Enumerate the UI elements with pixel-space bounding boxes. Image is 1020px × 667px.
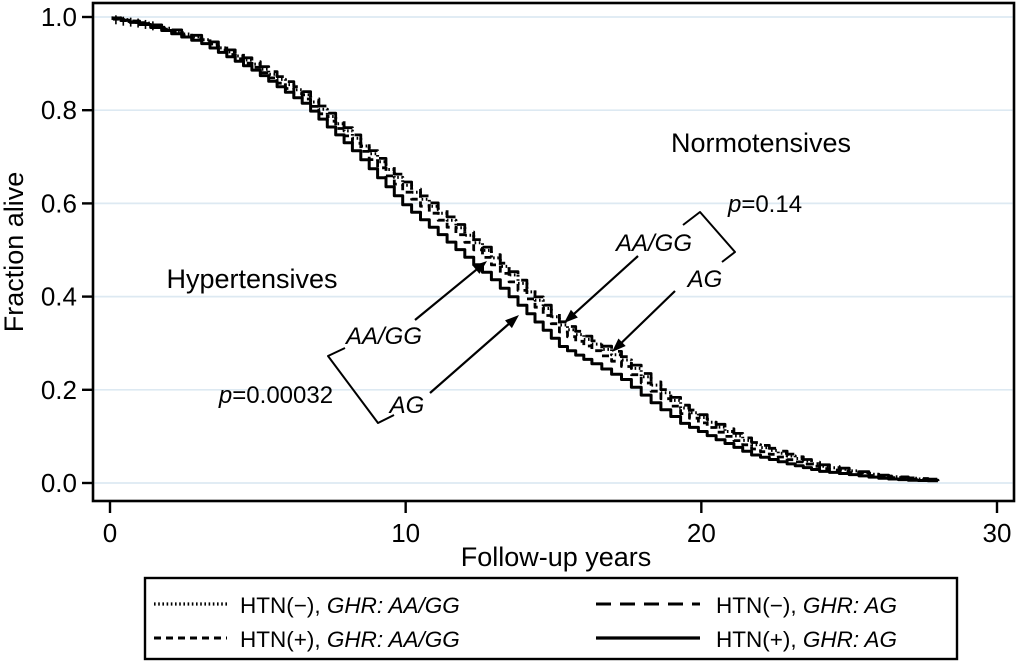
curve-htn-pos-ag xyxy=(111,16,940,483)
curve-htn-pos-aagg xyxy=(111,17,940,482)
y-tick-label: 0.6 xyxy=(41,188,77,218)
arrow-head xyxy=(564,309,578,323)
genotype-aagg-hypertensives: AA/GG xyxy=(344,323,422,350)
y-tick-label: 0.8 xyxy=(41,95,77,125)
genotype-ag-hypertensives: AG xyxy=(388,392,425,419)
curve-htn-neg-aagg xyxy=(111,16,940,482)
arrow-head xyxy=(505,315,519,329)
plot-frame xyxy=(91,1,1016,503)
legend-label-htn-pos-ag: HTN(+), GHR: AG xyxy=(716,627,897,652)
legend-label-htn-pos-aagg: HTN(+), GHR: AA/GG xyxy=(240,627,460,652)
arrow-normotensives-aagg xyxy=(564,255,639,323)
x-tick-label: 20 xyxy=(687,518,716,548)
normotensives-label: Normotensives xyxy=(671,128,851,158)
legend-label-htn-neg-aagg: HTN(−), GHR: AA/GG xyxy=(240,593,460,618)
y-tick-label: 0.0 xyxy=(41,468,77,498)
y-tick-label: 0.2 xyxy=(41,375,77,405)
bracket-normotensives xyxy=(682,211,736,263)
arrow-hypertensives-aagg xyxy=(414,261,487,321)
arrow-head xyxy=(612,338,626,352)
y-tick-label: 1.0 xyxy=(41,2,77,32)
genotype-aagg-normotensives: AA/GG xyxy=(614,230,692,257)
arrow-head xyxy=(472,261,487,274)
arrow-shaft xyxy=(429,320,513,394)
genotype-ag-normotensives: AG xyxy=(686,266,723,293)
legend-label-htn-neg-ag: HTN(−), GHR: AG xyxy=(716,593,897,618)
p-value-normotensives: p=0.14 xyxy=(727,191,802,218)
y-axis-title: Fraction alive xyxy=(0,172,29,333)
y-tick-label: 0.4 xyxy=(41,282,77,312)
arrow-normotensives-ag xyxy=(612,290,676,352)
x-axis-title: Follow-up years xyxy=(461,542,652,572)
x-tick-label: 10 xyxy=(391,518,420,548)
legend: HTN(−), GHR: AA/GG HTN(−), GHR: AG HTN(+),… xyxy=(143,576,959,661)
bracket-hypertensives xyxy=(327,347,395,424)
censor-marks xyxy=(112,15,156,31)
x-tick-label: 30 xyxy=(983,518,1012,548)
hypertensives-label: Hypertensives xyxy=(166,264,337,294)
x-tick-label: 0 xyxy=(103,518,117,548)
arrow-shaft xyxy=(617,290,676,347)
arrow-hypertensives-ag xyxy=(429,315,519,394)
arrow-shaft xyxy=(414,265,481,321)
p-value-hypertensives: p=0.00032 xyxy=(218,382,333,409)
legend-box xyxy=(143,576,959,661)
arrow-shaft xyxy=(569,255,639,318)
